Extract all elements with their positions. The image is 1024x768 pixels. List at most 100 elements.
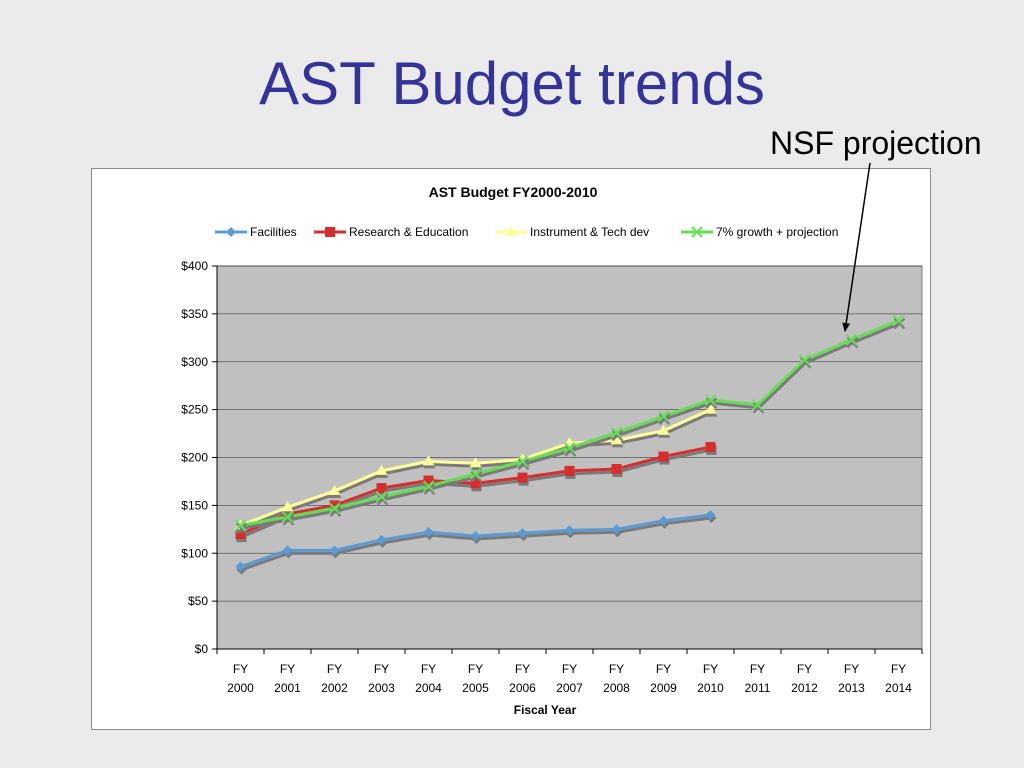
data-point (226, 227, 236, 237)
x-marker-stroke (752, 402, 765, 414)
legend-item-label: 7% growth + projection (716, 225, 838, 239)
data-point (704, 394, 717, 406)
data-point (375, 491, 388, 503)
data-point (611, 463, 622, 474)
data-point (328, 485, 341, 496)
data-point (563, 442, 576, 454)
data-point (422, 480, 435, 492)
data-point (611, 524, 622, 535)
series-0 (235, 509, 717, 575)
x-marker-stroke (892, 314, 905, 327)
data-point (423, 475, 434, 486)
x-tick-label: FY (750, 662, 765, 676)
x-marker-stroke (235, 522, 248, 535)
x-marker-stroke (564, 445, 577, 457)
x-tick-label: 2012 (791, 681, 818, 695)
x-marker-stroke (799, 357, 812, 369)
data-point (329, 500, 340, 511)
data-point (517, 472, 528, 483)
data-point (705, 509, 716, 520)
data-point (691, 226, 703, 238)
x-tick-label: 2000 (227, 681, 254, 695)
x-marker-stroke (705, 397, 718, 409)
data-point (325, 227, 335, 237)
data-point (610, 426, 623, 439)
x-marker-stroke (893, 317, 906, 330)
chart-frame: AST Budget FY2000-2010 Facilities Researc… (91, 168, 931, 730)
chart-legend: Facilities Research & Education Instrument… (215, 225, 838, 239)
data-point-shadow (658, 413, 671, 426)
data-point (845, 334, 858, 346)
x-marker-stroke (376, 494, 389, 506)
data-point (798, 354, 811, 366)
data-point (281, 511, 294, 523)
y-tick-label: $50 (188, 594, 208, 608)
x-marker-stroke (658, 413, 671, 426)
x-tick-label: FY (468, 662, 483, 676)
x-marker-stroke (422, 480, 435, 492)
data-point (657, 410, 670, 423)
x-tick-label: FY (797, 662, 812, 676)
data-point (564, 525, 575, 536)
x-marker-stroke (691, 226, 703, 238)
x-marker-stroke (329, 505, 342, 517)
data-point (658, 451, 669, 462)
data-point (422, 455, 435, 466)
x-marker-stroke (281, 511, 294, 523)
x-tick-label: 2005 (462, 681, 489, 695)
x-tick-label: FY (891, 662, 906, 676)
x-tick-label: 2014 (885, 681, 912, 695)
data-point-shadow (611, 429, 624, 442)
x-tick-label: FY (703, 662, 718, 676)
data-point (282, 545, 293, 556)
data-point-shadow (376, 494, 389, 506)
x-marker-stroke (470, 471, 483, 483)
data-point-shadow (705, 397, 718, 409)
data-point-shadow (752, 402, 765, 414)
x-axis: FY 2000 FY 2001 FY 2002 FY 2003 FY 2004 FY 2005 FY 20… (216, 648, 923, 695)
x-marker-stroke (798, 354, 811, 366)
x-tick-label: 2010 (697, 681, 724, 695)
data-point (470, 531, 481, 542)
data-point (376, 483, 387, 494)
x-tick-label: 2002 (321, 681, 348, 695)
data-point-shadow (517, 458, 530, 471)
y-tick-label: $0 (195, 642, 209, 656)
data-point-shadow (846, 337, 859, 349)
x-marker-stroke (469, 468, 482, 480)
data-point (751, 399, 764, 411)
data-point (234, 519, 247, 532)
data-point (657, 424, 670, 435)
data-point (704, 403, 717, 414)
data-point (516, 455, 529, 468)
data-point-shadow (329, 505, 342, 517)
x-tick-label: FY (609, 662, 624, 676)
x-marker-stroke (517, 458, 530, 471)
data-point (235, 529, 246, 540)
data-point (235, 561, 246, 572)
data-point (658, 515, 669, 526)
data-point (329, 545, 340, 556)
x-marker-stroke (234, 519, 247, 532)
series-layer (234, 314, 906, 575)
data-point (470, 478, 481, 489)
x-marker-stroke (423, 483, 436, 495)
data-point (376, 534, 387, 545)
x-tick-label: 2011 (745, 681, 771, 695)
x-marker-stroke (563, 442, 576, 454)
data-point-shadow (799, 357, 812, 369)
data-point (469, 457, 482, 468)
x-marker-stroke (657, 410, 670, 423)
data-point (564, 465, 575, 476)
data-point (423, 527, 434, 538)
data-point (892, 314, 905, 327)
data-point-shadow (470, 471, 483, 483)
x-marker-stroke (375, 491, 388, 503)
x-marker-stroke (282, 514, 295, 526)
x-tick-label: FY (515, 662, 530, 676)
data-point-shadow (564, 445, 577, 457)
legend-item-label: Instrument & Tech dev (530, 225, 649, 239)
x-tick-label: FY (656, 662, 671, 676)
data-point (705, 441, 716, 452)
data-point (610, 434, 623, 445)
